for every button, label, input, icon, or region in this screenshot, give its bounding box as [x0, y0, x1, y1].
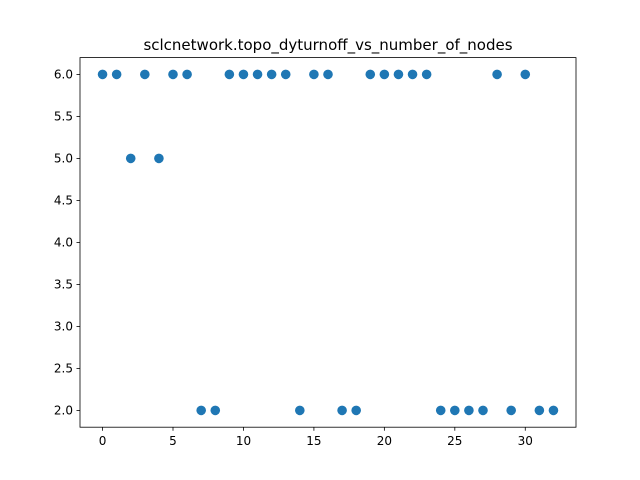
- y-tick-label: 3.5: [54, 278, 73, 292]
- data-point: [266, 69, 277, 80]
- data-point: [125, 153, 136, 164]
- data-point: [295, 405, 305, 416]
- data-point: [140, 69, 150, 80]
- x-tick-label: 0: [99, 434, 107, 448]
- y-axis: 2.0 2.5 3.0 3.5 4.0 4.5 5.0 5.5 6.0: [54, 68, 80, 418]
- data-point: [464, 405, 474, 416]
- data-point: [421, 69, 432, 80]
- x-axis: 0 5 10 15 20 25 30: [99, 427, 533, 448]
- data-point: [520, 69, 531, 80]
- data-point: [393, 69, 404, 80]
- data-point: [111, 69, 122, 80]
- x-tick-label: 25: [447, 434, 462, 448]
- y-tick-label: 3.0: [54, 320, 73, 334]
- data-point: [224, 69, 235, 80]
- data-point: [196, 405, 206, 416]
- x-tick-label: 5: [169, 434, 177, 448]
- data-point: [154, 153, 164, 164]
- data-point: [309, 69, 319, 80]
- y-tick-label: 6.0: [54, 68, 73, 82]
- data-point: [478, 405, 488, 416]
- data-point: [365, 69, 376, 80]
- y-tick-label: 4.0: [54, 236, 73, 250]
- data-point: [337, 405, 347, 416]
- data-point: [97, 69, 108, 80]
- y-tick-label: 4.5: [54, 194, 73, 208]
- data-point: [351, 405, 361, 416]
- chart-title: sclcnetwork.topo_dyturnoff_vs_number_of_…: [143, 36, 512, 55]
- data-point: [450, 405, 460, 416]
- y-tick-label: 5.5: [54, 110, 73, 124]
- data-point: [168, 69, 178, 80]
- data-point: [252, 69, 263, 80]
- plot-frame: [79, 57, 577, 428]
- y-tick-label: 2.0: [54, 404, 73, 418]
- x-tick-label: 30: [518, 434, 533, 448]
- data-point: [280, 69, 291, 80]
- data-point: [548, 405, 559, 416]
- data-point: [506, 405, 516, 416]
- x-tick-label: 10: [236, 434, 251, 448]
- data-point: [210, 405, 221, 416]
- data-point: [435, 405, 446, 416]
- data-point: [534, 405, 545, 416]
- data-point: [407, 69, 418, 80]
- x-tick-label: 15: [306, 434, 321, 448]
- y-tick-label: 5.0: [54, 152, 73, 166]
- data-point: [323, 69, 333, 80]
- y-tick-label: 2.5: [54, 362, 73, 376]
- data-points: [97, 69, 559, 416]
- x-tick-label: 20: [377, 434, 392, 448]
- data-point: [379, 69, 390, 80]
- data-point: [238, 69, 249, 80]
- data-point: [182, 69, 192, 80]
- data-point: [492, 69, 502, 80]
